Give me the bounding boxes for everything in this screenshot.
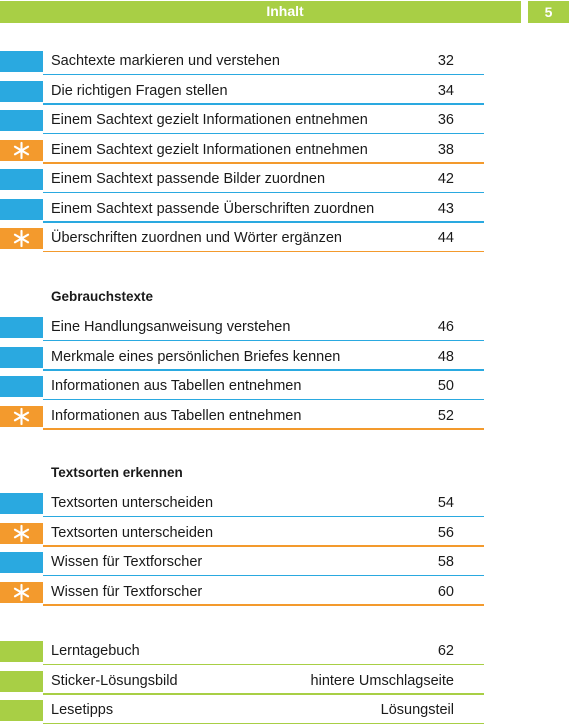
underline-rule [43,340,484,342]
toc-entry[interactable]: Textsorten unterscheiden 56 [0,519,484,547]
star-marker [0,406,43,427]
underline-rule [43,192,484,194]
color-marker [0,493,43,514]
color-marker [0,700,43,721]
entry-title: Die richtigen Fragen stellen [51,81,228,101]
entry-title: Lesetipps [51,700,113,720]
underline-rule [43,103,484,105]
entry-page: 48 [438,347,454,367]
color-marker [0,51,43,72]
entry-page: 34 [438,81,454,101]
underline-rule [43,664,484,666]
toc-entry[interactable]: Sachtexte markieren und verstehen 32 [0,47,484,75]
entry-page: 52 [438,406,454,426]
toc-entry[interactable]: Wissen für Textforscher 58 [0,548,484,576]
star-marker [0,523,43,544]
underline-rule [43,428,484,430]
entry-title: Sticker-Lösungsbild [51,671,178,691]
underline-rule [43,575,484,577]
section-heading: Gebrauchstexte [51,287,153,307]
toc-entry[interactable]: Einem Sachtext gezielt Informationen ent… [0,136,484,164]
entry-page: 32 [438,51,454,71]
entry-page: 46 [438,317,454,337]
color-marker [0,641,43,662]
color-marker [0,671,43,692]
underline-rule [43,604,484,606]
entry-title: Informationen aus Tabellen entnehmen [51,376,301,396]
entry-title: Einem Sachtext gezielt Informationen ent… [51,140,368,160]
underline-rule [43,693,484,695]
color-marker [0,169,43,190]
section-heading: Textsorten erkennen [51,463,183,483]
entry-title: Überschriften zuordnen und Wörter ergänz… [51,228,342,248]
entry-title: Merkmale eines persönlichen Briefes kenn… [51,347,340,367]
toc-entry[interactable]: Eine Handlungsanweisung verstehen 46 [0,313,484,341]
star-icon [12,524,31,543]
toc-entry[interactable]: Die richtigen Fragen stellen 34 [0,77,484,105]
entry-page: 38 [438,140,454,160]
underline-rule [43,516,484,518]
star-icon [12,583,31,602]
entry-page: 60 [438,582,454,602]
color-marker [0,347,43,368]
entry-page: hintere Umschlagseite [311,671,454,691]
entry-page: 44 [438,228,454,248]
star-icon [12,141,31,160]
entry-page: 54 [438,493,454,513]
toc-entry[interactable]: Einem Sachtext passende Bilder zuordnen 4… [0,165,484,193]
star-marker [0,228,43,249]
color-marker [0,199,43,220]
color-marker [0,552,43,573]
entry-page: Lösungsteil [381,700,454,720]
entry-page: 50 [438,376,454,396]
entry-title: Wissen für Textforscher [51,582,202,602]
entry-title: Textsorten unterscheiden [51,523,213,543]
underline-rule [43,369,484,371]
entry-page: 58 [438,552,454,572]
underline-rule [43,162,484,164]
entry-title: Eine Handlungsanweisung verstehen [51,317,290,337]
toc-entry[interactable]: Einem Sachtext passende Überschriften zu… [0,195,484,223]
toc-entry[interactable]: Lerntagebuch 62 [0,637,484,665]
page-number: 5 [528,1,569,23]
star-marker [0,140,43,161]
toc-entry[interactable]: Wissen für Textforscher 60 [0,578,484,606]
toc-entry[interactable]: Einem Sachtext gezielt Informationen ent… [0,106,484,134]
toc-entry[interactable]: Informationen aus Tabellen entnehmen 52 [0,402,484,430]
entry-title: Lerntagebuch [51,641,140,661]
star-icon [12,407,31,426]
entry-page: 42 [438,169,454,189]
underline-rule [43,399,484,401]
color-marker [0,81,43,102]
color-marker [0,376,43,397]
toc-entry[interactable]: Informationen aus Tabellen entnehmen 50 [0,372,484,400]
entry-title: Einem Sachtext passende Bilder zuordnen [51,169,325,189]
star-icon [12,229,31,248]
page-title: Inhalt [0,0,569,22]
toc-entry[interactable]: Textsorten unterscheiden 54 [0,489,484,517]
entry-title: Einem Sachtext passende Überschriften zu… [51,199,374,219]
entry-page: 62 [438,641,454,661]
entry-title: Textsorten unterscheiden [51,493,213,513]
underline-rule [43,251,484,253]
color-marker [0,110,43,131]
entry-title: Einem Sachtext gezielt Informationen ent… [51,110,368,130]
toc-entry[interactable]: Merkmale eines persönlichen Briefes kenn… [0,343,484,371]
entry-title: Wissen für Textforscher [51,552,202,572]
entry-page: 43 [438,199,454,219]
color-marker [0,317,43,338]
entry-page: 56 [438,523,454,543]
entry-page: 36 [438,110,454,130]
entry-title: Sachtexte markieren und verstehen [51,51,280,71]
toc-entry[interactable]: Überschriften zuordnen und Wörter ergänz… [0,224,484,252]
toc-entry[interactable]: Sticker-Lösungsbild hintere Umschlagseite [0,667,484,695]
underline-rule [43,74,484,76]
underline-rule [43,221,484,223]
star-marker [0,582,43,603]
entry-title: Informationen aus Tabellen entnehmen [51,406,301,426]
underline-rule [43,545,484,547]
underline-rule [43,133,484,135]
